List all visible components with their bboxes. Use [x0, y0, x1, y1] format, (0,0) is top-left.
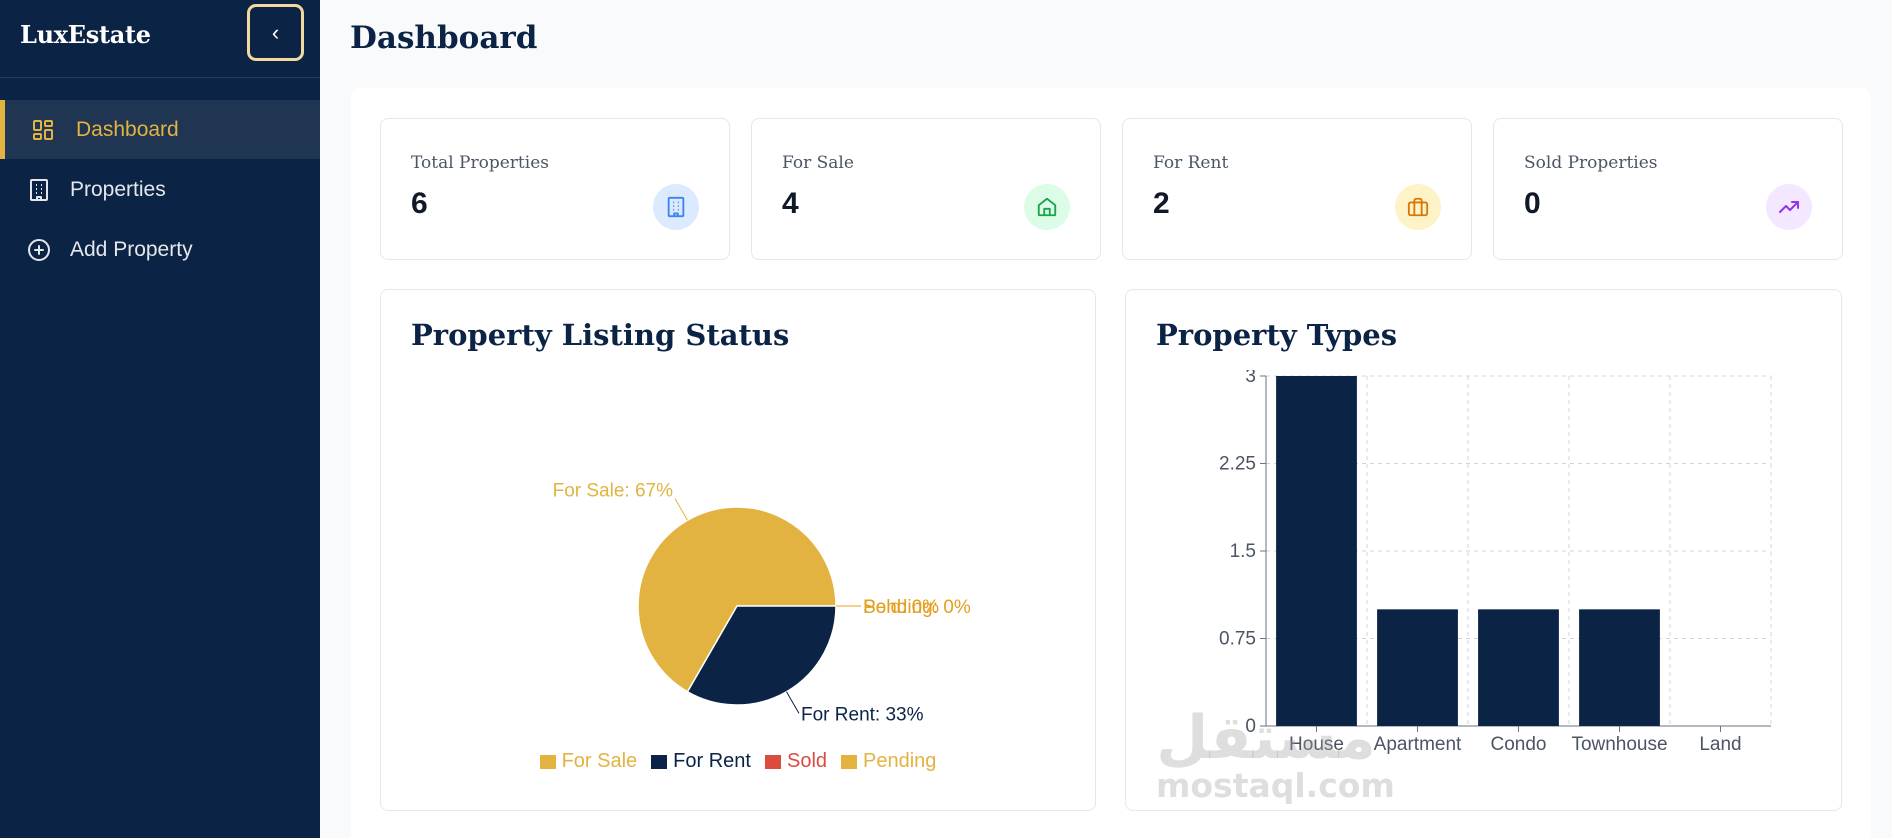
- sidebar: LuxEstate ‹ Dashboard: [0, 0, 320, 838]
- legend-item[interactable]: For Rent: [651, 750, 751, 773]
- pie-leader-line: [674, 498, 688, 521]
- brand-logo[interactable]: LuxEstate: [20, 20, 151, 49]
- building-icon: [653, 184, 699, 230]
- legend-item[interactable]: For Sale: [539, 750, 638, 773]
- bar-chart: 0 0.75 1.5 2.25 3 House Apartment Condo Townhous…: [1219, 370, 1772, 755]
- y-tick-label: 0.75: [1219, 629, 1256, 650]
- legend-label: For Rent: [673, 750, 751, 772]
- sidebar-nav: Dashboard Properties Add Property: [0, 100, 320, 280]
- chart-title: Property Types: [1156, 318, 1398, 352]
- x-tick-label: Land: [1699, 734, 1741, 755]
- legend-swatch: [539, 754, 556, 769]
- legend-swatch: [764, 754, 781, 769]
- pie-slice-label: For Sale: 67%: [553, 481, 673, 502]
- stat-label: Sold Properties: [1524, 153, 1658, 173]
- stat-card-for-rent: For Rent 2: [1122, 118, 1472, 260]
- page-title: Dashboard: [350, 20, 538, 56]
- sidebar-item-add-property[interactable]: Add Property: [0, 220, 320, 279]
- pie-slice-label: For Rent: 33%: [801, 704, 924, 725]
- legend-swatch: [651, 754, 668, 769]
- legend-item[interactable]: Sold: [764, 750, 828, 773]
- y-tick-label: 2.25: [1219, 454, 1256, 475]
- stat-value: 2: [1153, 187, 1170, 220]
- home-icon: [1024, 184, 1070, 230]
- pie-leader-line: [786, 691, 800, 714]
- x-tick-label: Townhouse: [1571, 734, 1667, 755]
- pie-slice-label: Pending: 0%: [863, 597, 971, 618]
- sidebar-item-properties[interactable]: Properties: [0, 160, 320, 219]
- sidebar-item-label: Add Property: [70, 237, 193, 261]
- collapse-sidebar-button[interactable]: ‹: [247, 4, 304, 61]
- x-tick-label: Condo: [1491, 734, 1547, 755]
- y-tick-label: 0: [1245, 716, 1256, 737]
- layout-grid-icon: [26, 117, 60, 143]
- stat-value: 4: [782, 187, 799, 220]
- bar: [1478, 609, 1559, 726]
- sidebar-item-dashboard[interactable]: Dashboard: [0, 100, 320, 159]
- bar: [1276, 376, 1357, 726]
- y-tick-label: 1.5: [1230, 541, 1256, 562]
- legend-label: For Sale: [561, 750, 638, 772]
- bar: [1579, 609, 1660, 726]
- property-types-card: Property Types 0 0.75 1.5 2.25 3 House Apartme…: [1125, 289, 1842, 811]
- plus-circle-icon: [22, 237, 56, 263]
- stat-value: 6: [411, 187, 428, 220]
- legend-swatch: [841, 754, 858, 769]
- briefcase-icon: [1395, 184, 1441, 230]
- sidebar-header: LuxEstate ‹: [0, 0, 320, 78]
- trending-up-icon: [1766, 184, 1812, 230]
- legend-label: Pending: [863, 750, 937, 772]
- building-icon: [22, 177, 56, 203]
- legend-label: Sold: [786, 750, 828, 772]
- pie-legend: For Sale For Rent Sold Pending: [381, 750, 1095, 773]
- legend-item[interactable]: Pending: [841, 750, 936, 773]
- y-tick-label: 3: [1245, 370, 1256, 387]
- sidebar-item-label: Dashboard: [76, 117, 179, 141]
- dashboard-panel: Total Properties 6 For Sale 4 For Rent 2: [351, 88, 1871, 838]
- listing-status-card: Property Listing Status For Sale: 67% For…: [380, 289, 1096, 811]
- pie-chart: For Sale: 67% For Rent: 33% Sold: 0%Pendin…: [553, 481, 971, 726]
- pie-slice-label: Sold: 0%: [863, 597, 939, 618]
- stat-card-for-sale: For Sale 4: [751, 118, 1101, 260]
- chart-title: Property Listing Status: [411, 318, 790, 352]
- main-content: Dashboard Total Properties 6 For Sale 4: [320, 0, 1892, 838]
- chevron-left-icon: ‹: [271, 19, 280, 45]
- stat-label: For Rent: [1153, 153, 1229, 173]
- stat-value: 0: [1524, 187, 1541, 220]
- bar: [1377, 609, 1458, 726]
- stat-card-total-properties: Total Properties 6: [380, 118, 730, 260]
- x-tick-label: House: [1289, 734, 1344, 755]
- stat-card-sold-properties: Sold Properties 0: [1493, 118, 1843, 260]
- stat-label: Total Properties: [411, 153, 549, 173]
- pie-slice: [637, 506, 837, 693]
- sidebar-item-label: Properties: [70, 177, 166, 201]
- x-tick-label: Apartment: [1374, 734, 1462, 755]
- stat-label: For Sale: [782, 153, 854, 173]
